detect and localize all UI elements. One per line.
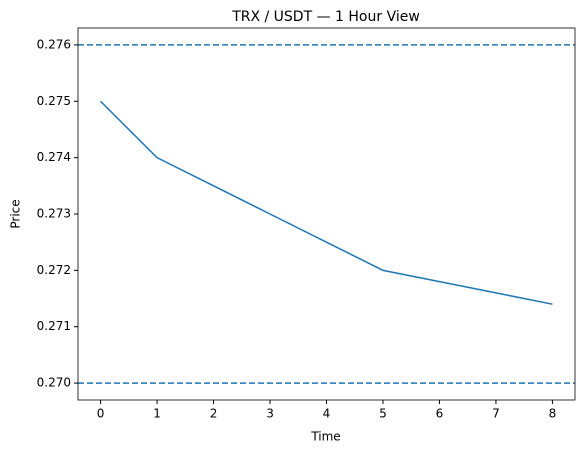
x-tick-label: 5 (379, 407, 387, 421)
y-tick-label: 0.270 (37, 376, 71, 390)
y-tick-label: 0.272 (37, 263, 71, 277)
y-axis-label: Price (9, 199, 23, 228)
x-tick-label: 4 (323, 407, 331, 421)
x-tick-label: 0 (97, 407, 105, 421)
y-tick-label: 0.275 (37, 94, 71, 108)
x-tick-label: 1 (153, 407, 161, 421)
plot-frame (77, 27, 576, 401)
chart-title: TRX / USDT — 1 Hour View (231, 9, 420, 25)
x-tick-label: 8 (549, 407, 557, 421)
y-tick-label: 0.274 (37, 150, 71, 164)
y-tick-label: 0.276 (37, 37, 71, 51)
x-tick-label: 2 (210, 407, 218, 421)
y-tick-label: 0.271 (37, 319, 71, 333)
x-tick-label: 7 (492, 407, 500, 421)
x-tick-label: 3 (266, 407, 274, 421)
x-axis-label: Time (310, 430, 340, 444)
x-tick-label: 6 (436, 407, 444, 421)
price-line (100, 100, 553, 305)
y-tick-label: 0.273 (37, 207, 71, 221)
